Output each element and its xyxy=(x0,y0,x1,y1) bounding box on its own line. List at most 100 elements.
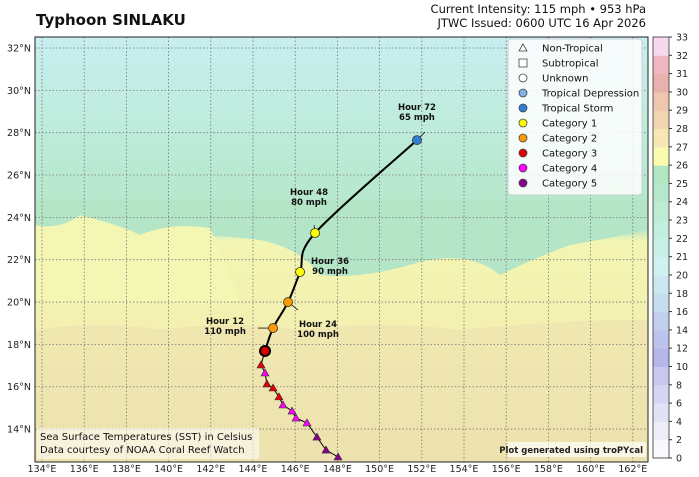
colorbar-tick-label: 26 xyxy=(676,161,688,172)
legend-circle-icon xyxy=(518,118,528,128)
forecast-wind-label: 90 mph xyxy=(312,267,348,277)
colorbar-segment xyxy=(653,183,669,203)
past-position-triangle xyxy=(268,383,278,392)
lon-tick-label: 160°E xyxy=(576,464,605,475)
colorbar-segment xyxy=(653,73,669,93)
credit-line-2: Data courtesy of NOAA Coral Reef Watch xyxy=(40,445,245,456)
gridlines xyxy=(35,37,648,462)
colorbar-segment xyxy=(653,311,669,331)
lat-tick-label: 16°N xyxy=(7,382,31,393)
legend-item-label: Tropical Depression xyxy=(541,89,639,100)
legend-circle-icon xyxy=(518,163,528,173)
colorbar-segment xyxy=(653,329,669,349)
lat-tick-label: 30°N xyxy=(7,86,31,97)
forecast-position-marker xyxy=(412,135,422,145)
colorbar-segment xyxy=(653,91,669,111)
current-position-marker xyxy=(259,344,272,357)
sst-colorbar: 0246810121416182021222324252627282930313… xyxy=(652,33,688,465)
colorbar-segment xyxy=(653,165,669,184)
colorbar-segment xyxy=(653,128,669,148)
colorbar-segment xyxy=(653,439,669,459)
forecast-hour-label: Hour 48 xyxy=(290,188,328,198)
colorbar-tick-label: 10 xyxy=(676,362,688,373)
legend-item-label: Subtropical xyxy=(542,59,599,70)
legend-item-label: Tropical Storm xyxy=(541,104,613,115)
colorbar-segment xyxy=(653,256,669,276)
legend-triangle-icon xyxy=(518,43,528,52)
legend-item-label: Category 5 xyxy=(542,179,597,190)
colorbar-tick-label: 22 xyxy=(676,234,688,245)
lon-tick-label: 146°E xyxy=(281,464,310,475)
legend-circle-icon xyxy=(518,133,528,143)
lon-tick-label: 154°E xyxy=(450,464,479,475)
storm-title: Typhoon SINLAKU xyxy=(36,11,186,29)
colorbar-segment xyxy=(653,384,669,404)
legend-circle-icon xyxy=(518,103,528,113)
colorbar-frame xyxy=(652,36,670,459)
colorbar-tick-label: 8 xyxy=(676,380,682,391)
legend-circle-icon xyxy=(518,73,528,83)
forecast-hour-label: Hour 72 xyxy=(398,103,436,113)
lat-tick-label: 28°N xyxy=(7,128,31,139)
issued-time: JTWC Issued: 0600 UTC 16 Apr 2026 xyxy=(437,16,646,30)
forecast-position-marker xyxy=(268,323,278,333)
lon-tick-label: 144°E xyxy=(239,464,268,475)
header-info: Current Intensity: 115 mph • 953 hPa JTW… xyxy=(431,2,646,30)
colorbar-tick-label: 12 xyxy=(676,344,688,355)
colorbar-segment xyxy=(653,366,669,386)
past-position-triangle xyxy=(287,406,297,415)
axis-ticks: 134°E 136°E 138°E 140°E 142°E 144°E 146°E 148°E… xyxy=(7,44,647,476)
colorbar-segment xyxy=(653,55,669,75)
forecast-hour-label: Hour 36 xyxy=(311,257,349,267)
colorbar-segment xyxy=(653,274,669,294)
colorbar-tick-label: 27 xyxy=(676,142,688,153)
colorbar-tick-label: 25 xyxy=(676,179,688,190)
colorbar-tick-label: 0 xyxy=(676,454,682,465)
legend-circle-icon xyxy=(518,148,528,158)
colorbar-tick-label: 32 xyxy=(676,51,688,62)
lon-tick-label: 152°E xyxy=(407,464,436,475)
lon-tick-label: 136°E xyxy=(70,464,99,475)
past-position-triangle xyxy=(274,392,284,401)
colorbar-tick-label: 4 xyxy=(676,417,682,428)
colorbar-tick-label: 23 xyxy=(676,216,688,227)
legend-item-label: Non-Tropical xyxy=(542,44,603,55)
forecast-hour-label: Hour 24 xyxy=(299,320,337,330)
forecast-wind-label: 65 mph xyxy=(399,113,435,123)
forecast-hour-label: Hour 12 xyxy=(206,317,244,327)
colorbar-segment xyxy=(653,37,669,56)
forecast-position-marker xyxy=(310,228,320,238)
legend-circle-icon xyxy=(518,178,528,188)
lon-tick-label: 158°E xyxy=(534,464,563,475)
lon-tick-label: 142°E xyxy=(196,464,225,475)
lat-tick-label: 24°N xyxy=(7,213,31,224)
past-position-triangle xyxy=(291,413,301,422)
forecast-wind-label: 110 mph xyxy=(204,327,246,337)
legend-item-label: Category 3 xyxy=(542,149,597,160)
credit-box xyxy=(37,428,259,459)
colorbar-tick-label: 31 xyxy=(676,69,688,80)
lat-tick-label: 26°N xyxy=(7,171,31,182)
colorbar-tick-label: 33 xyxy=(676,33,688,44)
colorbar-tick-label: 28 xyxy=(676,124,688,135)
forecast-position-marker xyxy=(283,297,293,307)
past-position-triangle xyxy=(260,368,270,377)
colorbar-segment xyxy=(653,110,669,130)
lon-tick-label: 138°E xyxy=(112,464,141,475)
map-frame xyxy=(34,36,649,463)
lon-tick-label: 156°E xyxy=(492,464,521,475)
colorbar-tick-label: 6 xyxy=(676,399,682,410)
lat-tick-label: 20°N xyxy=(7,298,31,309)
lon-tick-label: 150°E xyxy=(365,464,394,475)
legend-item-label: Category 2 xyxy=(542,134,597,145)
forecast-wind-label: 100 mph xyxy=(297,330,339,340)
generated-box xyxy=(508,442,646,457)
legend-item-label: Category 1 xyxy=(542,119,597,130)
colorbar-tick-label: 20 xyxy=(676,270,688,281)
past-position-triangle xyxy=(302,418,312,427)
colorbar-segment xyxy=(653,146,669,166)
credit-line-1: Sea Surface Temperatures (SST) in Celsiu… xyxy=(40,432,252,443)
colorbar-segment xyxy=(653,293,669,313)
colorbar-segment xyxy=(653,348,669,367)
